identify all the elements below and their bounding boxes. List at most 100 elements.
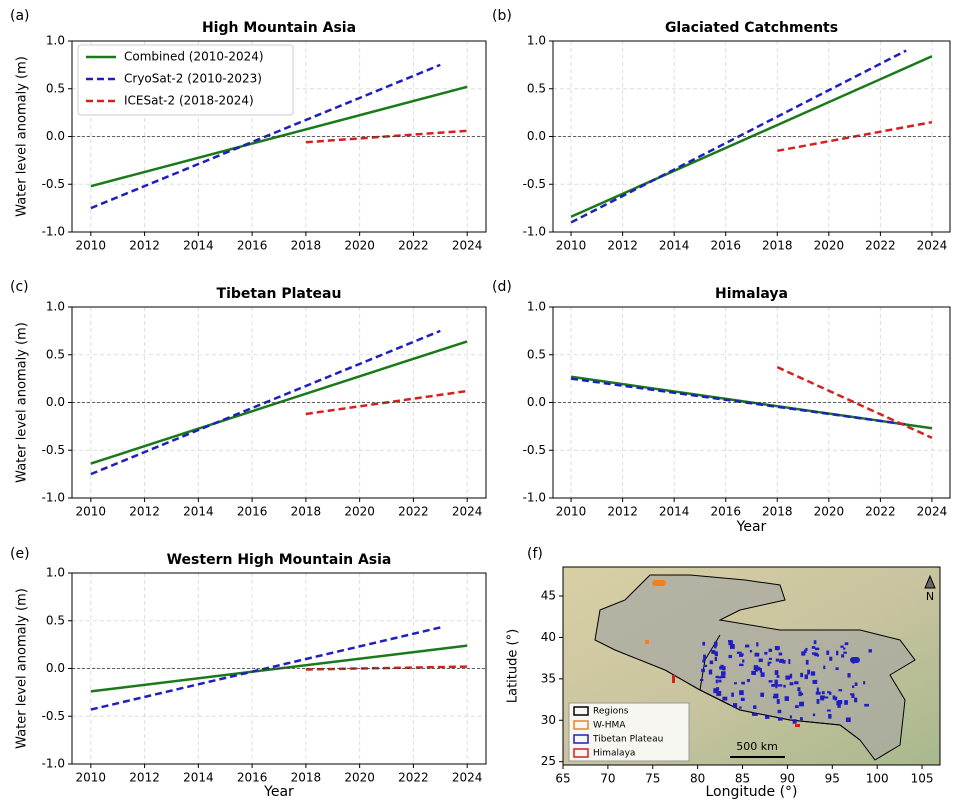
lake [788,659,790,664]
x-tick-label: 2024 [917,239,948,253]
y-tick-label: -0.5 [42,443,65,457]
lake [739,706,742,708]
lake [783,685,785,688]
y-axis-label: Water level anomaly (m) [15,56,30,217]
x-tick-label: 2024 [452,505,483,519]
lake [816,692,821,695]
y-tick-label: 25 [541,754,556,768]
lake [841,654,844,657]
panel-label: (f) [527,546,543,562]
x-tick-label: 2018 [291,505,322,519]
lake [805,675,808,680]
lake [710,661,713,665]
lake [847,673,850,677]
x-tick-label: 2016 [237,771,268,785]
y-tick-label: -1.0 [42,757,65,771]
panel-label: (c) [10,279,29,295]
x-tick-label: 2014 [183,239,214,253]
x-tick-label: 2010 [556,505,587,519]
lake [843,652,846,654]
lake [741,682,745,685]
lake [833,695,836,699]
lake [753,714,758,716]
y-tick-label: -0.5 [523,443,546,457]
lake [807,670,810,675]
x-tick-label: 2022 [398,771,429,785]
y-tick-label: 45 [541,588,556,602]
y-tick-label: 0.5 [46,347,65,361]
y-tick-label: 0.0 [527,395,546,409]
lake [777,699,780,704]
lake [817,688,819,692]
series-line [306,667,467,670]
lake [840,645,843,647]
lake [721,671,725,675]
lake [720,665,723,670]
x-tick-label: 2020 [344,505,375,519]
x-tick-label: 95 [825,772,840,786]
lake [790,715,792,718]
y-tick-label: 0.0 [46,661,65,675]
x-tick-label: 2012 [607,239,638,253]
lake [773,696,777,698]
lake [850,657,860,663]
north-label: N [926,590,934,603]
panel-label: (e) [10,546,30,562]
lake [817,654,819,656]
y-tick-label: 1.0 [46,566,65,580]
lake [742,659,744,662]
lake [794,681,798,684]
x-tick-label: 2020 [814,239,845,253]
lake [823,666,825,669]
x-tick-label: 75 [645,772,660,786]
lake [700,679,703,681]
lake [756,642,758,646]
y-tick-label: -0.5 [42,177,65,191]
chart-title: Western High Mountain Asia [167,552,392,568]
x-tick-label: 2020 [344,239,375,253]
lake [828,714,831,719]
y-tick-label: -1.0 [42,225,65,239]
lake [797,687,800,691]
lake [764,652,767,655]
lake [823,696,828,698]
lake [827,710,831,712]
lake [716,676,719,678]
lake [716,691,721,696]
x-tick-label: 2024 [917,505,948,519]
lake [806,660,809,665]
lake [852,685,854,687]
lake [709,670,712,675]
x-tick-label: 2022 [865,505,896,519]
y-tick-label: -1.0 [523,491,546,505]
lake [845,642,849,645]
lake [836,701,840,705]
lake [800,717,803,720]
x-tick-label: 2020 [814,505,845,519]
lake [768,662,772,664]
lake [652,580,666,586]
chart-title: Tibetan Plateau [217,286,342,302]
lake [827,691,831,693]
lake [850,693,854,695]
x-tick-label: 2018 [762,505,793,519]
y-tick-label: 0.5 [527,81,546,95]
x-tick-label: 2016 [710,505,741,519]
lake [785,676,790,680]
y-axis-label: Latitude (°) [506,629,521,703]
lake [751,671,756,675]
x-tick-label: 2010 [76,239,107,253]
lake [718,680,721,683]
legend-label: Tibetan Plateau [592,735,663,745]
x-tick-label: 2018 [291,239,322,253]
lake [776,659,780,662]
legend-label: Regions [593,707,629,717]
x-axis-label: Year [736,519,767,535]
lake [769,649,772,652]
y-tick-label: 1.0 [46,34,65,48]
lake [769,680,773,682]
lake [826,651,829,655]
lake [813,680,818,684]
x-tick-label: 2014 [183,505,214,519]
y-tick-label: 1.0 [527,300,546,314]
